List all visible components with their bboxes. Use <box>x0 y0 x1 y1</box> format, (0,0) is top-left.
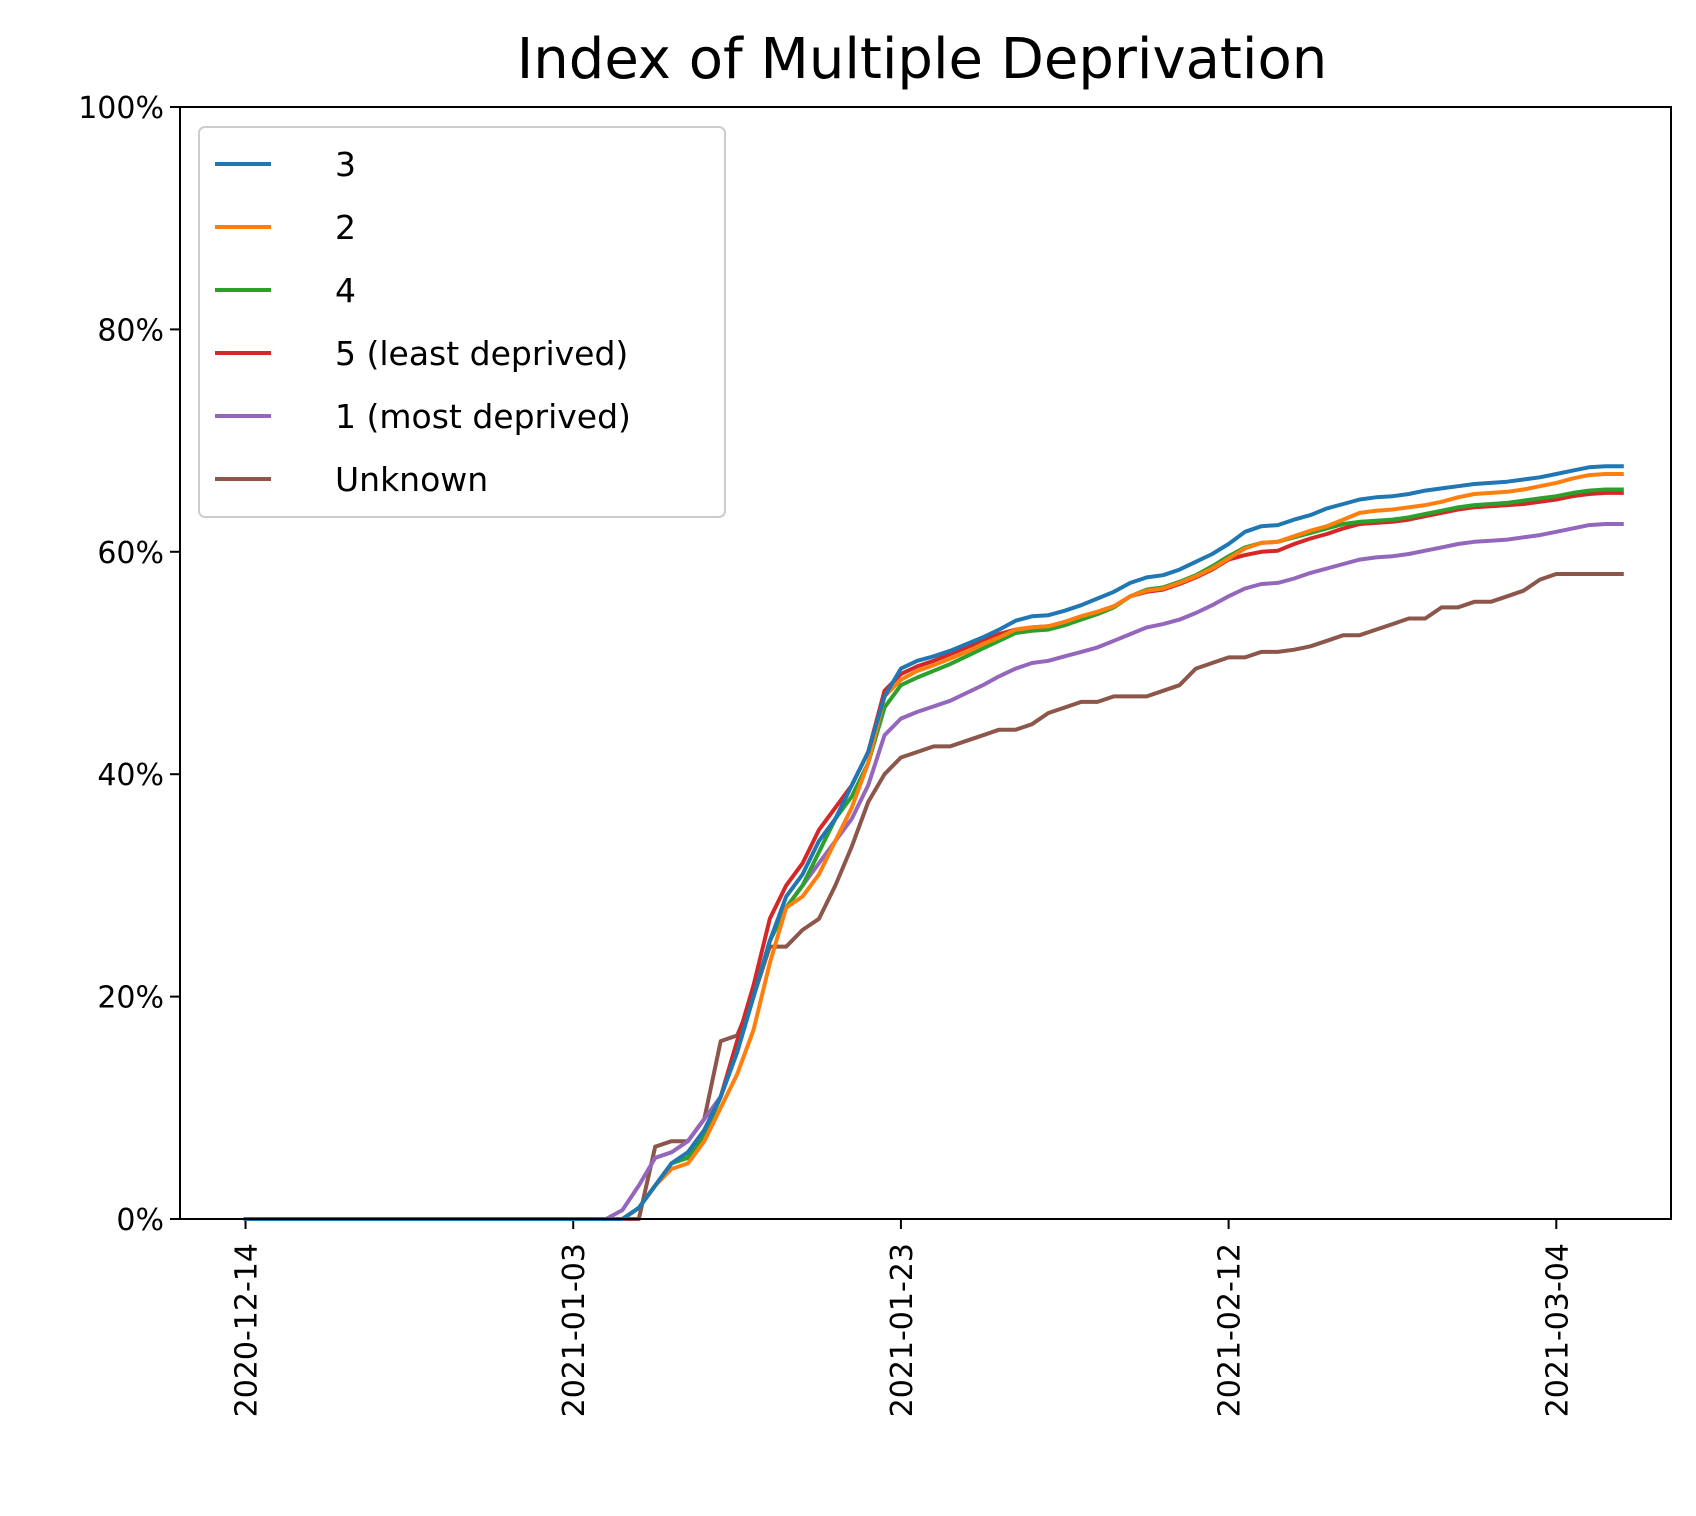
x-tick-label: 2021-03-04 <box>1540 1243 1575 1417</box>
legend-label: Unknown <box>335 460 488 499</box>
legend-box <box>198 126 726 518</box>
legend-label: 4 <box>335 271 356 310</box>
x-tick-label: 2021-01-03 <box>557 1243 592 1417</box>
legend: 3 2 4 5 (least deprived) 1 (most deprived) Un… <box>198 126 726 518</box>
y-tick-label: 60% <box>97 536 164 571</box>
series-line-5 <box>243 572 1624 1221</box>
series-layer <box>243 464 1624 1221</box>
y-axis: 0% 20% 40% 60% 80% 100% <box>78 91 180 1238</box>
x-tick-label: 2021-02-12 <box>1213 1243 1248 1417</box>
legend-label: 2 <box>335 208 356 247</box>
chart-title: Index of Multiple Deprivation <box>517 27 1327 92</box>
y-tick-label: 100% <box>78 91 164 126</box>
y-tick-label: 0% <box>116 1203 164 1238</box>
x-axis: 2020-12-14 2021-01-03 2021-01-23 2021-02-12… <box>230 1219 1575 1417</box>
y-tick-label: 80% <box>97 313 164 348</box>
legend-label: 1 (most deprived) <box>335 397 631 436</box>
x-tick-label: 2020-12-14 <box>230 1243 265 1417</box>
series-line-0 <box>243 464 1624 1221</box>
y-tick-label: 20% <box>97 981 164 1016</box>
y-tick-label: 40% <box>97 758 164 793</box>
x-tick-label: 2021-01-23 <box>885 1243 920 1417</box>
legend-label: 3 <box>335 145 356 184</box>
legend-label: 5 (least deprived) <box>335 334 628 373</box>
series-line-1 <box>243 472 1624 1221</box>
plot-frame <box>179 106 1672 1220</box>
